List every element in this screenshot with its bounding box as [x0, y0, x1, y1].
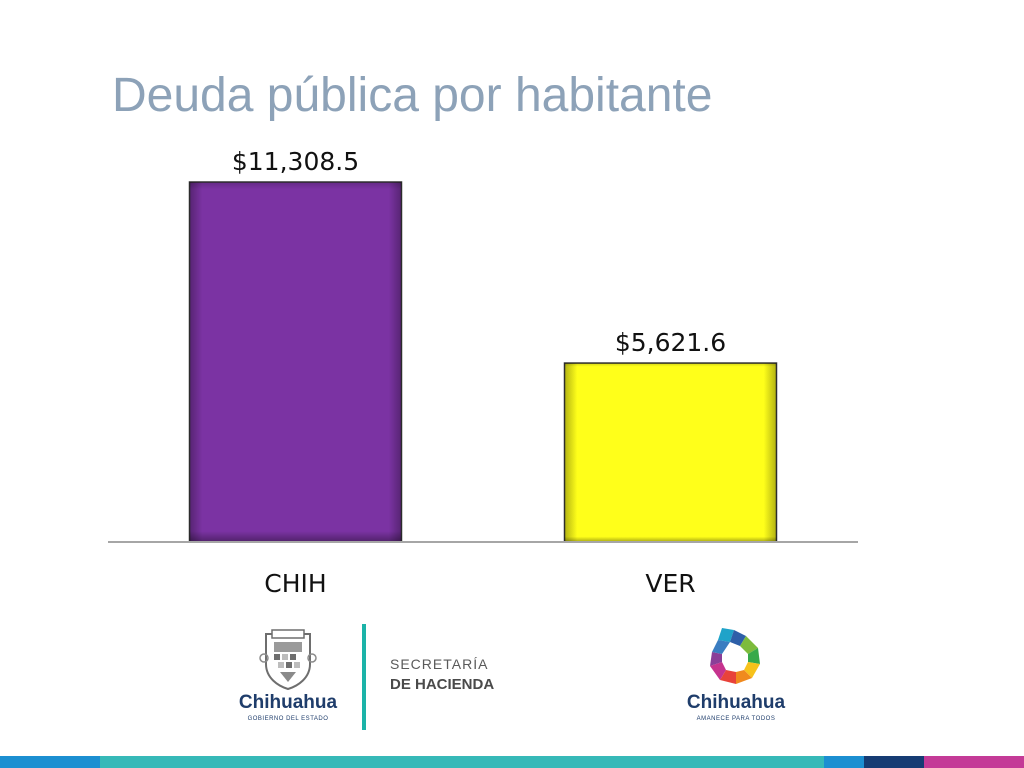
bottom-bar-segment: [824, 756, 864, 768]
bottom-bar-segment: [924, 756, 1024, 768]
bar-chih: [188, 181, 403, 543]
chihuahua-brand-logo-icon: [710, 628, 760, 684]
government-subtitle: GOBIERNO DEL ESTADO: [247, 716, 329, 722]
bottom-bar-segment: [864, 756, 924, 768]
bottom-bar-segment: [100, 756, 824, 768]
category-label-chih: CHIH: [264, 569, 326, 598]
bar-chart: $11,308.5 CHIH $5,621.6 VER: [108, 147, 858, 598]
category-label-ver: VER: [645, 569, 695, 598]
state-seal-icon: [259, 629, 317, 690]
slide-title: Deuda pública por habitante: [112, 69, 713, 122]
brand-subtitle: AMANECE PARA TODOS: [696, 716, 776, 722]
footer-divider: [362, 624, 366, 730]
bar-ver: [563, 362, 778, 543]
data-label-ver: $5,621.6: [615, 328, 726, 357]
secretariat-line2: DE HACIENDA: [390, 676, 495, 693]
footer-logos: Chihuahua GOBIERNO DEL ESTADO SECRETARÍA…: [214, 612, 824, 747]
data-label-chih: $11,308.5: [232, 147, 359, 176]
government-name: Chihuahua: [238, 692, 338, 713]
secretariat-line1: SECRETARÍA: [390, 656, 489, 672]
bottom-bar-segment: [0, 756, 100, 768]
bar-ver-bevel-vertical: [564, 363, 777, 542]
bottom-color-bar: [0, 756, 1024, 768]
bar-chih-bevel-vertical: [189, 182, 402, 542]
brand-name: Chihuahua: [686, 692, 786, 713]
